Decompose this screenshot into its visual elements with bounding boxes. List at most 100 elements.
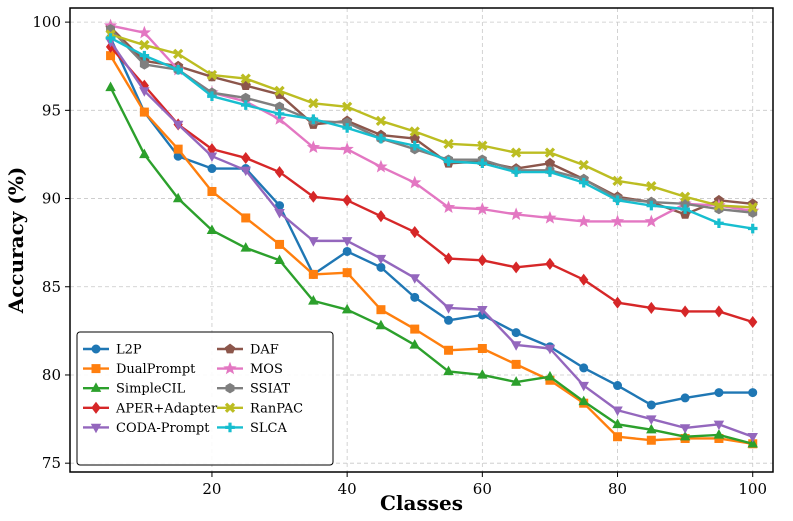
data-point bbox=[206, 69, 218, 81]
legend-marker bbox=[224, 402, 236, 413]
data-point bbox=[139, 148, 150, 159]
data-point bbox=[376, 210, 386, 223]
legend-label: L2P bbox=[116, 343, 142, 358]
data-point bbox=[173, 48, 184, 60]
data-point bbox=[340, 142, 354, 155]
data-point bbox=[644, 214, 658, 228]
data-point bbox=[139, 59, 149, 70]
y-tick-label: 80 bbox=[42, 366, 61, 384]
data-point bbox=[409, 339, 420, 349]
data-point bbox=[543, 210, 557, 224]
y-axis-label: Accuracy (%) bbox=[4, 167, 28, 315]
data-point bbox=[511, 328, 521, 338]
data-point bbox=[646, 423, 657, 434]
data-point bbox=[544, 344, 556, 355]
data-point bbox=[306, 140, 320, 154]
y-tick-label: 100 bbox=[32, 13, 61, 31]
legend-marker bbox=[224, 343, 236, 354]
data-point bbox=[139, 39, 150, 51]
plot-frame bbox=[69, 7, 774, 473]
data-point bbox=[274, 166, 285, 179]
data-point bbox=[747, 437, 758, 448]
data-point bbox=[375, 115, 387, 127]
data-point bbox=[137, 25, 152, 39]
legend-marker bbox=[90, 382, 102, 392]
series-line bbox=[109, 55, 753, 445]
data-point bbox=[443, 138, 454, 149]
data-point bbox=[510, 376, 522, 386]
data-point bbox=[613, 381, 623, 391]
data-point bbox=[206, 224, 218, 234]
data-point bbox=[747, 223, 758, 234]
data-point bbox=[612, 418, 623, 429]
data-point bbox=[274, 254, 285, 264]
data-point bbox=[545, 257, 555, 270]
data-point bbox=[444, 345, 454, 355]
series-ranpac bbox=[105, 29, 758, 213]
data-point bbox=[173, 64, 183, 75]
legend-item: DAF bbox=[217, 343, 279, 358]
data-point bbox=[477, 140, 488, 151]
data-point bbox=[443, 156, 454, 167]
data-point bbox=[342, 194, 352, 207]
data-point bbox=[646, 435, 656, 445]
data-point bbox=[308, 295, 319, 305]
data-point bbox=[172, 120, 184, 131]
x-axis-label: Classes bbox=[380, 491, 463, 515]
data-point bbox=[410, 324, 420, 334]
data-point bbox=[207, 91, 217, 102]
legend: L2P DualPrompt SimpleCIL APER+Adapter CODA-P… bbox=[76, 331, 334, 466]
data-point bbox=[511, 359, 521, 369]
data-point bbox=[241, 213, 251, 223]
data-point bbox=[578, 395, 589, 406]
data-point bbox=[477, 254, 487, 267]
data-point bbox=[713, 200, 725, 211]
data-point bbox=[714, 305, 724, 318]
legend-item: APER+Adapter bbox=[83, 401, 218, 416]
data-point bbox=[341, 303, 353, 314]
data-point bbox=[341, 237, 353, 247]
data-point bbox=[275, 239, 285, 249]
data-point bbox=[679, 430, 691, 441]
series-mos bbox=[103, 18, 760, 228]
data-point bbox=[376, 262, 386, 272]
series-line bbox=[109, 37, 753, 407]
legend-label: SLCA bbox=[250, 421, 287, 436]
grid bbox=[70, 8, 773, 472]
series-aper-adapter bbox=[105, 40, 758, 329]
data-point bbox=[240, 166, 251, 177]
data-point bbox=[475, 202, 489, 215]
data-point bbox=[713, 420, 725, 431]
y-tick-label: 75 bbox=[42, 454, 61, 472]
data-point bbox=[510, 341, 522, 351]
x-tick-label: 40 bbox=[338, 480, 357, 498]
data-point bbox=[139, 50, 150, 61]
data-point bbox=[410, 226, 420, 239]
data-point bbox=[578, 159, 589, 171]
series-slca bbox=[105, 33, 758, 234]
data-point bbox=[375, 319, 387, 330]
legend-marker bbox=[91, 401, 101, 414]
data-point bbox=[308, 114, 319, 124]
legend-item: MOS bbox=[217, 361, 283, 377]
data-point bbox=[274, 109, 285, 119]
series-line bbox=[110, 33, 753, 209]
data-point bbox=[443, 365, 454, 376]
series-line bbox=[109, 40, 754, 438]
data-point bbox=[680, 204, 690, 214]
data-point bbox=[579, 273, 589, 286]
series-line bbox=[110, 24, 753, 223]
data-point bbox=[579, 363, 589, 373]
data-point bbox=[646, 415, 657, 425]
data-point bbox=[443, 304, 454, 314]
data-point bbox=[477, 305, 488, 316]
data-point bbox=[139, 87, 150, 97]
legend-item: L2P bbox=[83, 343, 142, 358]
legend-label: DAF bbox=[250, 343, 279, 358]
data-point bbox=[240, 242, 251, 252]
data-point bbox=[444, 315, 454, 325]
series-lines bbox=[103, 18, 760, 449]
legend-item: SimpleCIL bbox=[83, 382, 186, 397]
data-point bbox=[612, 195, 623, 206]
